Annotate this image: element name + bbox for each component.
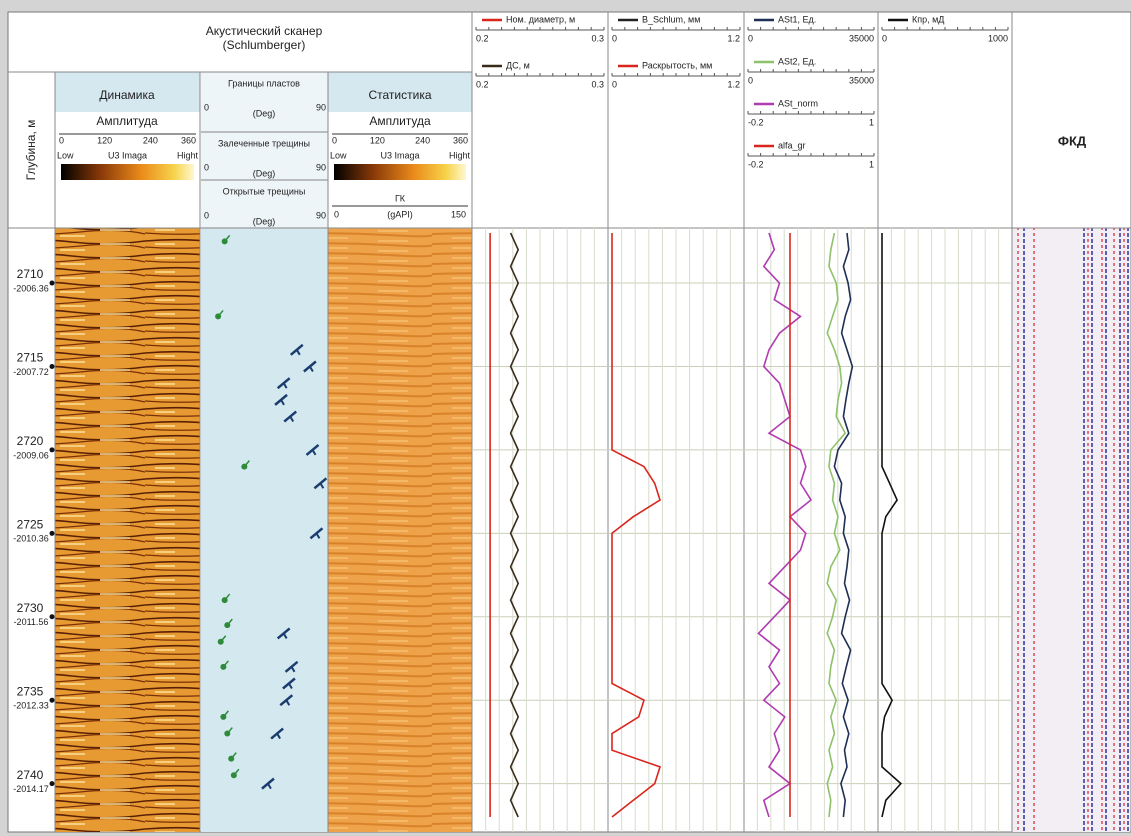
- gk-min: 0: [334, 209, 339, 219]
- tvd-label: -2006.36: [13, 283, 49, 293]
- panel-title: Границы пластов: [228, 78, 300, 88]
- legend-label: ASt2, Ед.: [778, 56, 816, 66]
- tvd-label: -2011.56: [14, 617, 49, 627]
- tvd-label: -2010.36: [13, 534, 49, 544]
- scale-max: 1.2: [727, 79, 740, 89]
- legend-label: alfa_gr: [778, 140, 806, 150]
- legend-label: Ном. диаметр, м: [506, 14, 575, 24]
- scale-min: 0: [882, 33, 887, 43]
- panel-title: Залеченные трещины: [218, 138, 310, 148]
- fkd-image: [1012, 228, 1130, 832]
- well-log: Акустический сканер (Schlumberger) Глуби…: [0, 0, 1131, 836]
- legend-label: Кпр, мД: [912, 14, 944, 24]
- depth-label: 2740: [17, 768, 44, 782]
- gk-max: 150: [451, 209, 466, 219]
- panel-unit: (Deg): [253, 108, 276, 118]
- depth-marker: [50, 447, 55, 452]
- color-bar: [61, 164, 194, 180]
- scale-max: 35000: [849, 33, 874, 43]
- scale-max: 1: [869, 159, 874, 169]
- panel-max: 90: [316, 210, 326, 220]
- tvd-label: -2007.72: [13, 367, 49, 377]
- depth-marker: [50, 281, 55, 286]
- scale-max: 1.2: [727, 33, 740, 43]
- scale-min: 0: [748, 75, 753, 85]
- depth-marker: [50, 614, 55, 619]
- static-image: [328, 228, 472, 832]
- scale-min: 0.2: [476, 79, 489, 89]
- color-high: Hight: [449, 150, 471, 160]
- depth-label: 2710: [17, 267, 44, 281]
- depth-marker: [50, 531, 55, 536]
- panel-title: Открытые трещины: [223, 186, 306, 196]
- dynamic-image: [55, 228, 200, 832]
- legend-label: Раскрытость, мм: [642, 60, 712, 70]
- depth-label: 2725: [17, 518, 44, 532]
- legend-label: ДС, м: [506, 60, 530, 70]
- track-title: Статистика: [368, 88, 431, 102]
- depth-label: 2735: [17, 684, 44, 698]
- color-high: Hight: [177, 150, 199, 160]
- depth-marker: [50, 364, 55, 369]
- gk-name: ГК: [395, 193, 406, 203]
- color-bar: [334, 164, 466, 180]
- scale-tick-label: 240: [143, 135, 158, 145]
- header-box: [201, 72, 328, 228]
- panel-max: 90: [316, 102, 326, 112]
- track-title: Динамика: [99, 88, 155, 102]
- depth-title: Глубина, м: [24, 120, 38, 181]
- color-name: U3 Imaga: [108, 150, 147, 160]
- panel-min: 0: [204, 210, 209, 220]
- scale-tick-label: 120: [370, 135, 385, 145]
- tvd-label: -2014.17: [13, 784, 49, 794]
- scale-min: 0: [612, 33, 617, 43]
- scale-tick-label: 240: [415, 135, 430, 145]
- scale-tick-label: 0: [59, 135, 64, 145]
- color-name: U3 Imaga: [380, 150, 419, 160]
- group-title: (Schlumberger): [223, 38, 306, 52]
- tvd-label: -2012.33: [13, 701, 49, 711]
- tvd-label: -2009.06: [13, 450, 49, 460]
- scale-tick-label: 360: [181, 135, 196, 145]
- depth-label: 2720: [17, 434, 44, 448]
- color-low: Low: [57, 150, 74, 160]
- legend-label: ASt_norm: [778, 98, 818, 108]
- scale-tick-label: 120: [97, 135, 112, 145]
- group-title: Акустический сканер: [206, 24, 323, 38]
- color-low: Low: [330, 150, 347, 160]
- legend-label: B_Schlum, мм: [642, 14, 700, 24]
- track-subtitle: Амплитуда: [96, 114, 158, 128]
- legend-label: ASt1, Ед.: [778, 14, 816, 24]
- scale-max: 0.3: [591, 33, 604, 43]
- panel-min: 0: [204, 162, 209, 172]
- scale-max: 0.3: [591, 79, 604, 89]
- depth-label: 2715: [17, 351, 44, 365]
- panel-unit: (Deg): [253, 216, 276, 226]
- depth-marker: [50, 698, 55, 703]
- track-subtitle: Амплитуда: [369, 114, 431, 128]
- scale-min: 0: [748, 33, 753, 43]
- scale-min: 0.2: [476, 33, 489, 43]
- panel-unit: (Deg): [253, 168, 276, 178]
- scale-tick-label: 0: [332, 135, 337, 145]
- depth-label: 2730: [17, 601, 44, 615]
- gk-unit: (gAPI): [387, 209, 413, 219]
- scale-tick-label: 360: [453, 135, 468, 145]
- depth-marker: [50, 781, 55, 786]
- scale-min: -0.2: [748, 159, 764, 169]
- scale-max: 35000: [849, 75, 874, 85]
- scale-max: 1000: [988, 33, 1008, 43]
- scale-max: 1: [869, 117, 874, 127]
- track-title: ФКД: [1058, 133, 1087, 148]
- scale-min: 0: [612, 79, 617, 89]
- scale-min: -0.2: [748, 117, 764, 127]
- panel-max: 90: [316, 162, 326, 172]
- panel-min: 0: [204, 102, 209, 112]
